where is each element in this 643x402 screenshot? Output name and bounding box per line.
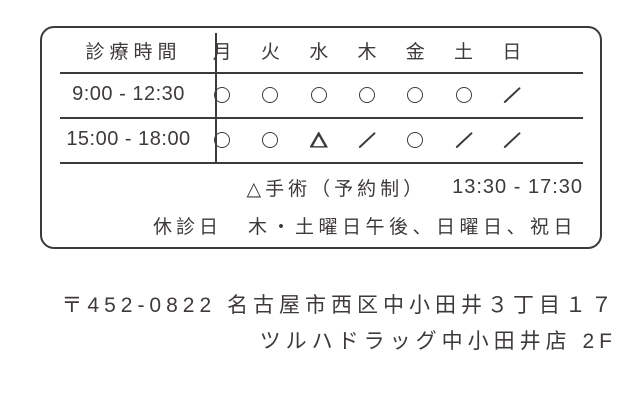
day-header: 水 bbox=[309, 41, 329, 63]
row-divider-line bbox=[60, 162, 583, 164]
time-slot-afternoon: 15:00 - 18:00 bbox=[66, 128, 191, 150]
marks-row-morning bbox=[198, 72, 536, 117]
surgery-note-time: 13:30 - 17:30 bbox=[452, 175, 583, 198]
time-slot-morning: 9:00 - 12:30 bbox=[72, 83, 185, 105]
day-header: 土 bbox=[454, 41, 474, 63]
closed-days-text: 木・土曜日午後、日曜日、祝日 bbox=[247, 216, 577, 238]
schedule-mark bbox=[391, 72, 439, 117]
schedule-mark bbox=[246, 117, 294, 162]
day-header: 日 bbox=[502, 41, 522, 63]
day-header: 金 bbox=[405, 41, 425, 63]
day-header: 火 bbox=[260, 41, 280, 63]
hours-table-frame: 診療時間 月 火 水 木 金 土 日 9:00 - 12:30 15:00 - … bbox=[40, 26, 602, 249]
schedule-mark bbox=[439, 117, 487, 162]
postal-address-line: 〒452-0822 名古屋市西区中小田井３丁目１７ bbox=[61, 294, 617, 317]
days-header-row: 月 火 水 木 金 土 日 bbox=[198, 28, 536, 72]
schedule-mark bbox=[488, 72, 536, 117]
schedule-header-label: 診療時間 bbox=[85, 41, 182, 63]
surgery-note-label: △手術（予約制） bbox=[246, 178, 427, 200]
schedule-mark bbox=[295, 117, 343, 162]
closed-days-note: 休診日 木・土曜日午後、日曜日、祝日 bbox=[153, 212, 577, 238]
day-header: 月 bbox=[212, 41, 232, 63]
schedule-mark bbox=[198, 117, 246, 162]
schedule-mark bbox=[488, 117, 536, 162]
schedule-mark bbox=[295, 72, 343, 117]
surgery-note: △手術（予約制） 13:30 - 17:30 bbox=[247, 174, 584, 200]
schedule-mark bbox=[343, 72, 391, 117]
schedule-mark bbox=[198, 72, 246, 117]
clinic-address: 〒452-0822 名古屋市西区中小田井３丁目１７ ツルハドラッグ中小田井店 2… bbox=[61, 288, 617, 360]
day-header: 木 bbox=[357, 41, 377, 63]
marks-row-afternoon bbox=[198, 117, 536, 162]
schedule-mark bbox=[391, 117, 439, 162]
schedule-mark bbox=[246, 72, 294, 117]
schedule-mark bbox=[439, 72, 487, 117]
building-address-line: ツルハドラッグ中小田井店 2F bbox=[259, 330, 617, 353]
closed-days-label: 休診日 bbox=[152, 216, 222, 238]
schedule-mark bbox=[343, 117, 391, 162]
